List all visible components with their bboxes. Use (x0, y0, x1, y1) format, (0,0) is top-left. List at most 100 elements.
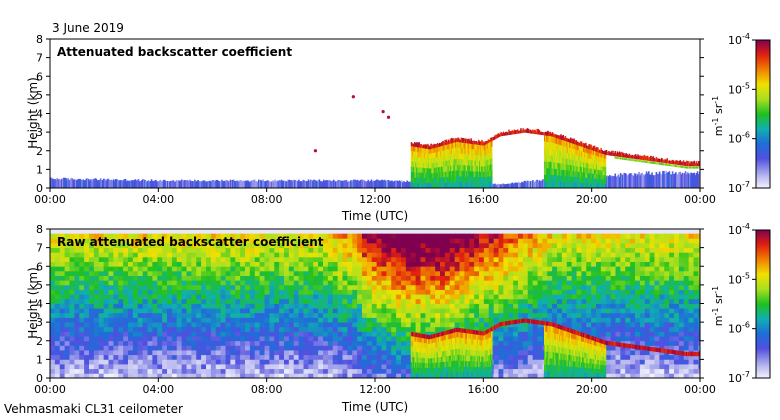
raw-cell (347, 256, 353, 262)
raw-cell (157, 247, 163, 253)
raw-cell (279, 298, 285, 304)
precip-cell (603, 179, 606, 185)
raw-cell (196, 294, 202, 300)
cloud-edge-cell (671, 164, 674, 167)
bl-column (669, 174, 672, 188)
raw-cell (464, 270, 470, 276)
bl-column (149, 181, 152, 188)
raw-cell (206, 280, 212, 286)
raw-cell (371, 350, 378, 356)
cloud-base-cell (597, 147, 599, 153)
precip-cell (601, 183, 603, 188)
raw-cell (357, 261, 363, 267)
raw-cell (220, 326, 226, 332)
raw-cell (171, 326, 178, 332)
cloud-base-cell (630, 155, 633, 159)
raw-cell (459, 275, 465, 281)
raw-cell (69, 256, 75, 262)
raw-cell (79, 368, 85, 374)
precip-cell (597, 178, 599, 184)
raw-cell (381, 238, 387, 244)
precip-cell (454, 170, 456, 178)
cloud-edge-cell (666, 163, 668, 166)
bl-column (650, 174, 652, 188)
raw-cell (313, 373, 319, 378)
precip-cell (414, 172, 416, 179)
raw-cell (396, 312, 402, 318)
raw-cell (362, 368, 368, 374)
raw-cell (308, 364, 314, 370)
cloud-base-cell (629, 154, 632, 159)
raw-cell (74, 256, 80, 262)
raw-cell (401, 308, 407, 314)
bl-column (284, 180, 286, 188)
bl-column (338, 179, 340, 188)
raw-cell (123, 275, 129, 281)
precip-cell (601, 170, 603, 176)
raw-cell (235, 364, 241, 370)
precip-cell (418, 172, 420, 179)
raw-cell (313, 340, 319, 346)
raw-cell (98, 354, 105, 360)
raw-cell (64, 331, 70, 337)
raw-cell (454, 266, 460, 272)
precip-cell (584, 182, 586, 188)
precip-cell (448, 154, 451, 161)
raw-cell (284, 242, 290, 249)
bl-column (235, 181, 237, 188)
bl-column (649, 174, 651, 188)
bl-column (277, 181, 280, 188)
raw-cell (337, 280, 343, 286)
precip-cell (412, 156, 415, 163)
raw-cell (464, 284, 470, 290)
raw-cell (186, 261, 192, 267)
raw-cell (50, 280, 56, 286)
raw-cell (469, 266, 475, 272)
raw-cell (225, 336, 231, 342)
raw-cell (503, 256, 509, 262)
bl-column (675, 172, 677, 188)
bl-column (499, 184, 502, 188)
raw-cell (459, 308, 465, 314)
precip-cell (416, 167, 418, 173)
raw-cell (210, 289, 217, 295)
raw-cell (59, 345, 66, 351)
bl-column (329, 180, 332, 188)
raw-cell (103, 312, 109, 318)
cloud-base-cell (662, 159, 664, 163)
raw-cell (410, 242, 417, 249)
precip-cell (476, 177, 479, 184)
bl-column (280, 179, 283, 188)
precip-cell (602, 153, 605, 159)
raw-cell (274, 345, 280, 351)
precip-cell (411, 145, 414, 152)
raw-cell (64, 280, 70, 286)
cloud-base-cell (617, 152, 620, 157)
raw-cell (157, 359, 163, 365)
raw-cell (279, 252, 285, 258)
raw-cell (176, 331, 183, 337)
precip-cell (461, 165, 464, 172)
cloud-edge-cell (645, 160, 648, 163)
bl-column (92, 178, 94, 188)
raw-cell (162, 261, 168, 267)
precip-cell (417, 162, 419, 168)
raw-cell (352, 322, 358, 328)
raw-cell (503, 336, 509, 342)
raw-cell (444, 238, 451, 244)
precip-cell (468, 148, 470, 155)
raw-cell (93, 350, 100, 356)
raw-cell (137, 350, 144, 356)
raw-cell (93, 238, 100, 244)
raw-cell (303, 280, 309, 286)
raw-cell (288, 336, 295, 342)
bl-column (522, 182, 524, 188)
raw-cell (113, 364, 119, 370)
raw-cell (391, 242, 397, 249)
raw-cell (254, 275, 261, 281)
raw-cell (430, 270, 436, 276)
raw-cell (215, 298, 222, 304)
cloud-base-cell (429, 146, 431, 150)
precip-cell (557, 150, 559, 158)
raw-cell (103, 340, 109, 346)
